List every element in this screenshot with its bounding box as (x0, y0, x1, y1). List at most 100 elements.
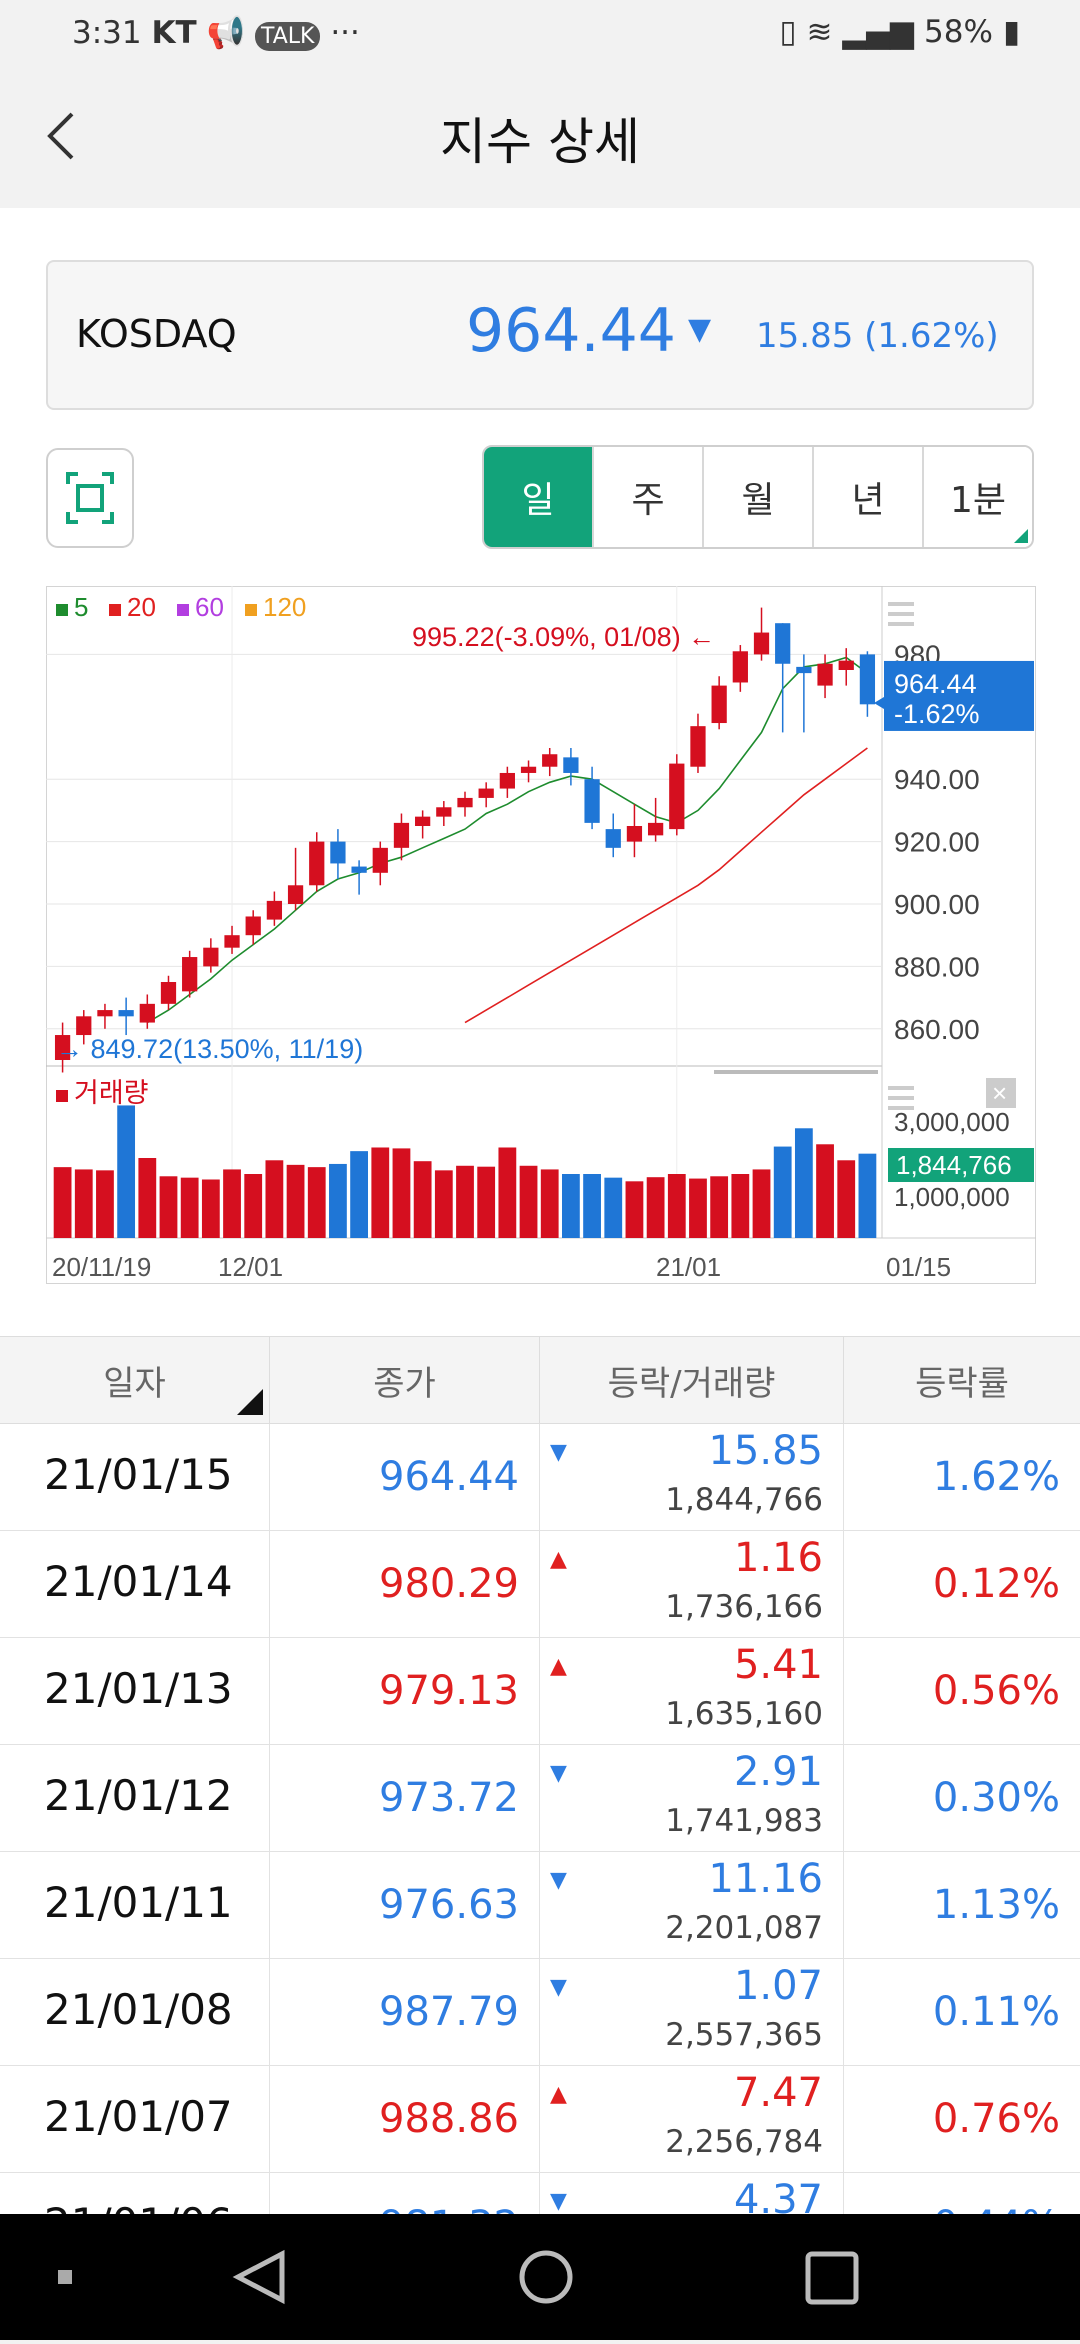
volume-bar (562, 1174, 580, 1238)
index-summary: KOSDAQ 964.44 ▼ 15.85 (1.62%) (46, 260, 1034, 410)
price-tick: 860.00 (894, 1014, 980, 1045)
volume-bar (350, 1151, 368, 1238)
volume-bar (477, 1166, 496, 1238)
volume-tick: 1,000,000 (894, 1182, 1010, 1212)
table-row[interactable]: 21/01/13 979.13 ▲ 5.41 1,635,160 0.56% (0, 1638, 1080, 1745)
volume-bar (456, 1165, 474, 1238)
volume-bar (858, 1153, 877, 1238)
back-button[interactable] (40, 106, 110, 176)
candle-body (351, 866, 367, 873)
sort-icon (237, 1389, 263, 1415)
down-triangle-icon: ▼ (550, 2189, 567, 2214)
menu-icon-bar (888, 602, 914, 606)
vibrate-icon: ▯ (779, 14, 797, 50)
table-row[interactable]: 21/01/08 987.79 ▼ 1.07 2,557,365 0.11% (0, 1959, 1080, 2066)
wifi-icon: ≋ (806, 14, 833, 50)
battery-percent: 58% (924, 14, 993, 50)
low-annotation: → 849.72(13.50%, 11/19) (56, 1034, 363, 1064)
tab-week[interactable]: 주 (594, 447, 704, 547)
price-tick: 900.00 (894, 889, 980, 920)
down-triangle-icon: ▼ (550, 1975, 567, 2000)
volume-bar (286, 1164, 305, 1238)
volume-bar (223, 1169, 241, 1238)
volume-bar (625, 1181, 644, 1238)
tab-minute[interactable]: 1분 (924, 447, 1032, 547)
table-row[interactable]: 21/01/12 973.72 ▼ 2.91 1,741,983 0.30% (0, 1745, 1080, 1852)
nav-recents-icon[interactable] (805, 2251, 859, 2305)
table-row[interactable]: 21/01/06981.32 ▼ 4.37 0.44% (0, 2173, 1080, 2216)
volume-legend-swatch (56, 1090, 68, 1102)
volume-bar (837, 1160, 856, 1238)
status-carrier: KT (151, 15, 197, 51)
system-nav-bar (0, 2214, 1080, 2340)
change-amount: 5.41 (733, 1642, 823, 1688)
nav-dot-icon[interactable] (58, 2270, 72, 2284)
candle-body (859, 654, 876, 705)
candle-body (711, 685, 727, 724)
cell-date: 21/01/06 (0, 2173, 270, 2216)
header-date[interactable]: 일자 (0, 1337, 270, 1423)
tab-year[interactable]: 년 (814, 447, 924, 547)
page-title: 지수 상세 (440, 113, 640, 171)
price-tick: 940.00 (894, 764, 980, 795)
index-change: 15.85 (1.62%) (756, 316, 999, 356)
change-amount: 1.07 (733, 1963, 823, 2009)
candle-body (796, 666, 812, 674)
battery-icon: ▮ (1002, 14, 1020, 50)
cell-rate: 0.12% (932, 1561, 1060, 1607)
candle-body (690, 726, 706, 767)
change-amount: 11.16 (708, 1856, 823, 1902)
candlestick-chart[interactable]: 5 20 60 120 995.22(-3.09%, 01/08) ← → 849.72(… (46, 586, 1036, 1286)
cell-close: 973.72 (270, 1745, 540, 1851)
megaphone-icon: 📢 (206, 15, 246, 51)
legend-label: 120 (263, 592, 306, 622)
nav-home-icon[interactable] (519, 2250, 573, 2304)
fullscreen-button[interactable] (46, 448, 134, 548)
volume-bar (689, 1178, 707, 1238)
cell-change: ▼ 15.85 1,844,766 (540, 1424, 844, 1530)
cell-rate: 0.76% (932, 2096, 1060, 2142)
cell-change: ▲ 5.41 1,635,160 (540, 1638, 844, 1744)
volume: 2,557,365 (665, 2017, 823, 2053)
candle-body (817, 663, 833, 686)
close-icon (986, 1078, 1016, 1108)
up-triangle-icon: ▲ (550, 1547, 567, 1572)
tab-month[interactable]: 월 (704, 447, 814, 547)
volume-bar (53, 1167, 72, 1238)
nav-back-icon[interactable] (232, 2249, 285, 2305)
cell-date: 21/01/13 (0, 1638, 270, 1744)
main-panel: KOSDAQ 964.44 ▼ 15.85 (1.62%) 일 주 월 년 1분… (0, 208, 1080, 1338)
candle-body (626, 826, 643, 842)
candle-body (838, 660, 854, 670)
period-tabs: 일 주 월 년 1분 (482, 445, 1034, 549)
change-amount: 7.47 (733, 2070, 823, 2116)
ma5-line (146, 656, 868, 1024)
volume-bar (329, 1163, 347, 1238)
ma20-line (464, 747, 868, 1024)
table-row[interactable]: 21/01/15 964.44 ▼ 15.85 1,844,766 1.62% (0, 1424, 1080, 1531)
candle-body (732, 651, 748, 683)
header-close: 종가 (270, 1337, 540, 1423)
table-row[interactable]: 21/01/14 980.29 ▲ 1.16 1,736,166 0.12% (0, 1531, 1080, 1638)
more-dots-icon: ··· (330, 15, 360, 51)
volume-bar (138, 1158, 157, 1238)
candle-body (245, 916, 261, 936)
cell-date: 21/01/14 (0, 1531, 270, 1637)
cell-rate: 0.56% (932, 1668, 1060, 1714)
tab-day[interactable]: 일 (484, 447, 594, 547)
volume-bar (201, 1179, 220, 1238)
menu-icon-bar (888, 622, 914, 626)
volume-bar (667, 1174, 686, 1238)
menu-icon-bar (888, 612, 914, 616)
volume-bar (74, 1169, 93, 1238)
talk-icon: TALK (254, 22, 321, 51)
table-row[interactable]: 21/01/11 976.63 ▼ 11.16 2,201,087 1.13% (0, 1852, 1080, 1959)
down-triangle-icon: ▼ (550, 1868, 567, 1893)
chart-area[interactable]: 5 20 60 120 995.22(-3.09%, 01/08) ← → 849.72(… (46, 586, 1036, 1286)
table-row[interactable]: 21/01/07 988.86 ▲ 7.47 2,256,784 0.76% (0, 2066, 1080, 2173)
cell-rate: 0.30% (932, 1775, 1060, 1821)
change-amount: 15.85 (708, 1428, 823, 1474)
volume: 1,741,983 (665, 1803, 823, 1839)
candle-body (457, 797, 473, 808)
cell-change: ▲ 1.16 1,736,166 (540, 1531, 844, 1637)
